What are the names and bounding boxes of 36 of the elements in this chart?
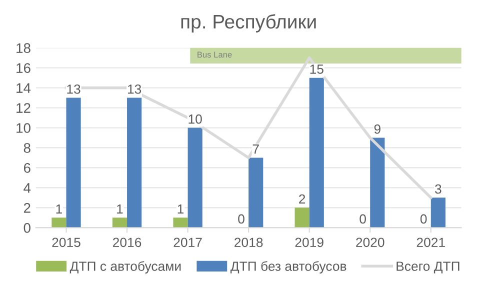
- x-tick-label: 2017: [174, 238, 202, 248]
- data-label: 2: [299, 194, 306, 204]
- y-tick-label: 18: [16, 43, 30, 54]
- x-tick-label: 2016: [113, 238, 142, 248]
- y-tick-label: 12: [16, 103, 30, 113]
- y-tick-label: 0: [24, 222, 30, 233]
- y-tick-label: 10: [16, 123, 30, 133]
- data-label: 0: [420, 214, 427, 224]
- y-tick-label: 4: [24, 183, 31, 193]
- data-label: 1: [117, 204, 123, 214]
- y-tick-label: 6: [24, 163, 30, 173]
- data-label: 13: [128, 84, 142, 94]
- y-tick-label: 2: [24, 203, 30, 213]
- data-label: 9: [374, 124, 380, 134]
- y-tick-label: 14: [16, 83, 31, 93]
- data-label: 0: [238, 214, 244, 224]
- data-label: 3: [435, 184, 442, 194]
- legend-label: Всего ДТП: [396, 262, 460, 274]
- band-label: Bus Lane: [198, 52, 232, 58]
- x-tick-label: 2021: [416, 238, 445, 248]
- chart-title: пр. Республики: [181, 14, 316, 32]
- data-label: 13: [67, 84, 80, 94]
- data-label: 1: [56, 204, 62, 214]
- data-label: 7: [252, 144, 259, 154]
- x-tick-label: 2020: [356, 238, 384, 248]
- x-tick-label: 2015: [52, 238, 80, 248]
- x-tick-label: 2019: [295, 238, 324, 248]
- data-label: 10: [188, 114, 202, 124]
- data-label: 15: [310, 64, 324, 74]
- y-tick-label: 16: [16, 63, 30, 73]
- x-tick-label: 2018: [234, 238, 263, 248]
- legend-label: ДТП без автобусов: [230, 261, 346, 274]
- y-tick-label: 8: [24, 143, 30, 153]
- data-label: 1: [178, 204, 184, 214]
- data-label: 0: [360, 214, 366, 224]
- legend-label: ДТП с автобусами: [70, 261, 181, 274]
